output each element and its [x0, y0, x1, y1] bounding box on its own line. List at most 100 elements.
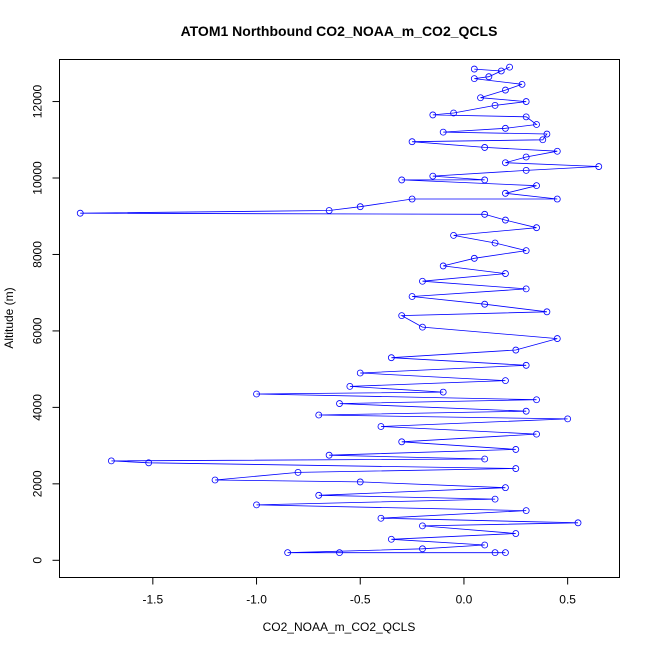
- data-point: [502, 377, 509, 385]
- data-point: [502, 86, 509, 94]
- data-point: [315, 491, 323, 499]
- data-point: [439, 128, 447, 136]
- data-point: [253, 390, 260, 398]
- data-point: [491, 549, 499, 557]
- data-point: [533, 430, 540, 438]
- data-point: [356, 203, 364, 211]
- data-point: [502, 270, 509, 277]
- data-point: [491, 495, 499, 503]
- data-point: [439, 388, 447, 396]
- data-point: [325, 207, 333, 214]
- data-point: [336, 400, 343, 407]
- data-point: [491, 101, 499, 109]
- data-point: [107, 457, 115, 465]
- x-axis-label: CO2_NOAA_m_CO2_QCLS: [263, 620, 416, 634]
- data-point: [481, 455, 489, 463]
- data-point: [470, 65, 478, 73]
- data-point: [502, 549, 509, 557]
- data-point: [533, 182, 540, 190]
- data-point: [543, 130, 551, 138]
- data-point: [325, 451, 333, 459]
- data-point: [522, 247, 530, 255]
- data-point: [595, 163, 603, 170]
- x-tick-label: -1.0: [246, 593, 267, 607]
- data-point: [553, 335, 561, 342]
- data-point: [522, 361, 530, 369]
- data-point: [553, 195, 561, 203]
- data-point: [502, 159, 509, 167]
- data-point: [522, 166, 530, 174]
- data-point: [481, 300, 489, 308]
- y-tick-label: 2000: [31, 470, 45, 497]
- data-point: [522, 98, 530, 105]
- data-point: [502, 216, 509, 224]
- y-tick-label: 6000: [31, 317, 45, 344]
- x-tick-label: 0.0: [456, 593, 473, 607]
- x-axis: -1.5 -1.0 -0.5 0.0 0.5: [142, 577, 576, 607]
- data-series: [76, 63, 603, 557]
- chart-title: ATOM1 Northbound CO2_NOAA_m_CO2_QCLS: [181, 23, 498, 39]
- data-point: [533, 396, 540, 404]
- data-point: [533, 121, 540, 128]
- data-point: [512, 346, 520, 354]
- x-tick-label: -1.5: [142, 593, 163, 607]
- y-tick-label: 4000: [31, 394, 45, 421]
- data-point: [470, 254, 478, 262]
- data-point: [387, 354, 395, 362]
- data-point: [356, 478, 364, 486]
- data-point: [512, 446, 520, 453]
- data-point: [481, 144, 489, 151]
- data-point: [522, 507, 530, 514]
- data-point: [377, 514, 385, 522]
- data-point: [533, 224, 540, 232]
- data-point: [377, 423, 385, 430]
- data-point: [145, 459, 153, 467]
- data-point: [477, 94, 484, 102]
- y-axis: 0 2000 4000 6000 8000 10000 12000: [31, 85, 60, 564]
- plot-frame: [59, 59, 620, 578]
- series-line: [80, 66, 599, 554]
- data-point: [398, 312, 406, 320]
- data-point: [481, 176, 489, 184]
- y-axis-label: Altitude (m): [2, 287, 16, 348]
- data-point: [419, 545, 426, 553]
- data-point: [398, 176, 406, 184]
- y-tick-label: 10000: [31, 161, 45, 195]
- x-tick-label: 0.5: [559, 593, 576, 607]
- y-tick-label: 8000: [31, 241, 45, 268]
- data-point: [419, 323, 426, 331]
- data-point: [518, 80, 526, 88]
- data-point: [408, 293, 416, 300]
- data-point: [356, 369, 364, 377]
- data-point: [502, 124, 509, 132]
- data-point: [522, 113, 530, 121]
- data-point: [408, 138, 416, 146]
- data-point: [294, 468, 302, 476]
- data-point: [470, 75, 478, 83]
- data-point: [512, 530, 520, 537]
- data-point: [481, 210, 489, 218]
- data-point: [336, 549, 343, 557]
- data-point: [502, 484, 509, 492]
- y-tick-label: 0: [31, 557, 45, 564]
- data-point: [481, 541, 489, 549]
- data-point: [574, 519, 582, 527]
- data-point: [450, 109, 457, 117]
- data-point: [491, 239, 499, 247]
- data-point: [497, 67, 505, 75]
- data-point: [564, 415, 572, 423]
- data-point: [512, 465, 520, 472]
- data-point: [522, 407, 530, 415]
- data-point: [408, 195, 416, 203]
- x-tick-label: -0.5: [350, 593, 371, 607]
- data-point: [429, 111, 437, 119]
- data-point: [439, 262, 447, 270]
- data-point: [429, 172, 437, 180]
- data-point: [522, 153, 530, 161]
- data-point: [539, 136, 547, 144]
- data-point: [76, 209, 84, 217]
- data-point: [522, 285, 530, 293]
- data-point: [346, 382, 354, 390]
- data-point: [398, 438, 406, 446]
